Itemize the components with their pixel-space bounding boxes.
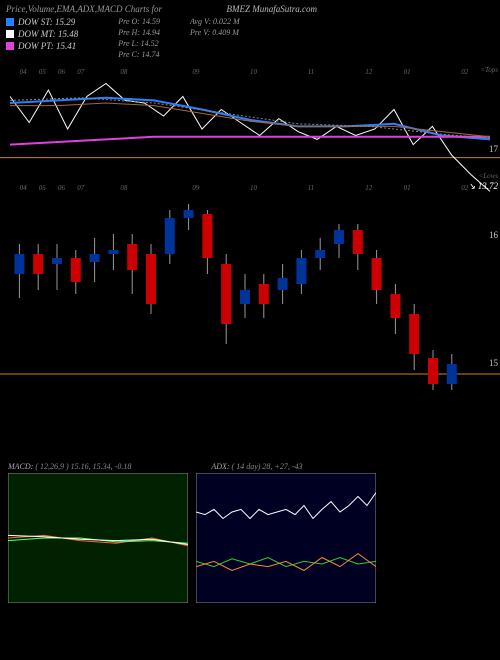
svg-text:12: 12	[365, 68, 373, 76]
svg-text:09: 09	[192, 184, 200, 192]
svg-text:06: 06	[58, 184, 66, 192]
y-axis-label: 15	[489, 358, 498, 368]
svg-text:04: 04	[20, 184, 28, 192]
legend-item: DOW PT: 15.41	[6, 40, 78, 52]
svg-text:11: 11	[308, 184, 314, 192]
macd-chart	[8, 473, 188, 603]
stat-row: Pre O: 14.59	[118, 16, 160, 27]
svg-text:08: 08	[120, 68, 128, 76]
stat-row: Pre H: 14.94	[118, 27, 160, 38]
legend: DOW ST: 15.29DOW MT: 15.48DOW PT: 15.41	[6, 16, 78, 60]
volume-spacer	[0, 394, 500, 460]
y-axis-label: 16	[489, 230, 498, 240]
title-left: Price,Volume,EMA,ADX,MACD Charts for	[6, 4, 162, 14]
macd-label: MACD:	[8, 462, 33, 471]
macd-params: ( 12,26,9 ) 15.16, 15.34, -0.18	[35, 462, 131, 471]
svg-text:06: 06	[58, 68, 66, 76]
svg-text:02: 02	[461, 68, 469, 76]
stats: Pre O: 14.59Pre H: 14.94Pre L: 14.52Pre …	[118, 16, 239, 60]
stat-row: Pre C: 14.74	[118, 49, 160, 60]
chart-header: Price,Volume,EMA,ADX,MACD Charts for BME…	[0, 0, 500, 64]
svg-text:05: 05	[39, 68, 47, 76]
svg-text:08: 08	[120, 184, 128, 192]
stat-row: Pre L: 14.52	[118, 38, 160, 49]
tops-label: <Tops	[480, 66, 498, 74]
svg-text:10: 10	[250, 68, 258, 76]
title-right: BMEZ MunafaSutra.com	[226, 4, 317, 14]
svg-text:07: 07	[77, 184, 85, 192]
svg-text:07: 07	[77, 68, 85, 76]
svg-text:10: 10	[250, 184, 258, 192]
indicator-labels: MACD: ( 12,26,9 ) 15.16, 15.34, -0.18 AD…	[0, 460, 500, 473]
adx-label: ADX:	[211, 462, 229, 471]
svg-text:11: 11	[308, 68, 314, 76]
svg-text:01: 01	[404, 68, 411, 76]
svg-text:05: 05	[39, 184, 47, 192]
svg-text:09: 09	[192, 68, 200, 76]
y-axis-17: 17	[489, 144, 498, 154]
candlestick-chart: 1615	[0, 194, 500, 394]
svg-text:01: 01	[404, 184, 411, 192]
legend-item: DOW ST: 15.29	[6, 16, 78, 28]
lows-label: <Lows	[478, 172, 498, 180]
legend-item: DOW MT: 15.48	[6, 28, 78, 40]
svg-text:04: 04	[20, 68, 28, 76]
stat-row: Pre V: 0.409 M	[190, 27, 240, 38]
ema-overlay-chart: <Tops 04 04 05 05 06 06 07 07 08 08 09 09 10 10 11 11 12…	[0, 64, 500, 194]
stat-row: Avg V: 0.022 M	[190, 16, 240, 27]
adx-chart	[196, 473, 376, 603]
price-tag: ↘ 13.72	[468, 181, 498, 192]
svg-text:12: 12	[365, 184, 373, 192]
adx-params: ( 14 day) 28, +27, -43	[232, 462, 303, 471]
